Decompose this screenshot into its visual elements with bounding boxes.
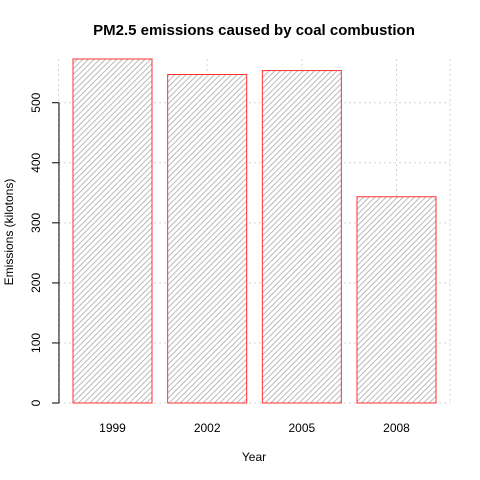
bar-2008 (356, 196, 437, 404)
y-tick-label: 300 (29, 213, 43, 233)
x-axis-label: Year (242, 450, 266, 464)
y-axis-label: Emissions (kilotons) (2, 179, 16, 286)
bar-1999 (72, 58, 153, 404)
y-tick-label: 400 (29, 152, 43, 172)
y-tick-label: 100 (29, 333, 43, 353)
x-tick-label: 1999 (99, 421, 126, 435)
bar-2002 (167, 73, 248, 404)
bar-2005 (261, 70, 342, 404)
x-tick-label: 2002 (194, 421, 221, 435)
bars (72, 58, 437, 404)
y-tick-label: 0 (29, 399, 43, 406)
x-tick-label: 2005 (288, 421, 315, 435)
y-tick-label: 200 (29, 273, 43, 293)
x-tick-labels: 1999 2002 2005 2008 (99, 421, 410, 435)
y-tick-label: 500 (29, 92, 43, 112)
x-tick-label: 2008 (383, 421, 410, 435)
y-axis: 0 100 200 300 400 500 (29, 92, 60, 406)
chart-title: PM2.5 emissions caused by coal combustio… (93, 22, 415, 39)
